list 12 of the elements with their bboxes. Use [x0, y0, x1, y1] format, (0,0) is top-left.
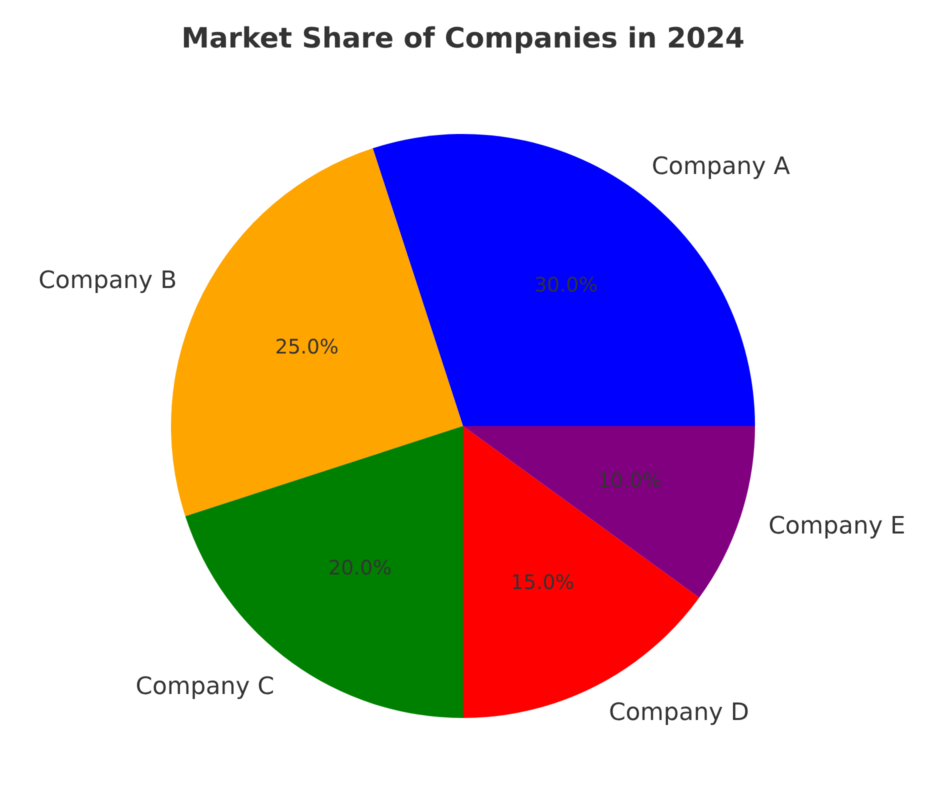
data-label: 20.0% — [328, 556, 392, 580]
slice-label: Company D — [608, 698, 750, 726]
data-label: 30.0% — [534, 272, 598, 296]
slice-label: Company B — [38, 266, 177, 294]
data-label: 15.0% — [510, 570, 574, 594]
pie-slice — [463, 426, 755, 598]
chart-title: Market Share of Companies in 2024 — [181, 22, 745, 54]
slice-label: Company E — [768, 511, 906, 540]
data-label: 10.0% — [598, 468, 662, 492]
data-label: 25.0% — [275, 334, 339, 358]
slice-label: Company C — [136, 672, 274, 700]
slice-label: Company A — [652, 152, 791, 180]
